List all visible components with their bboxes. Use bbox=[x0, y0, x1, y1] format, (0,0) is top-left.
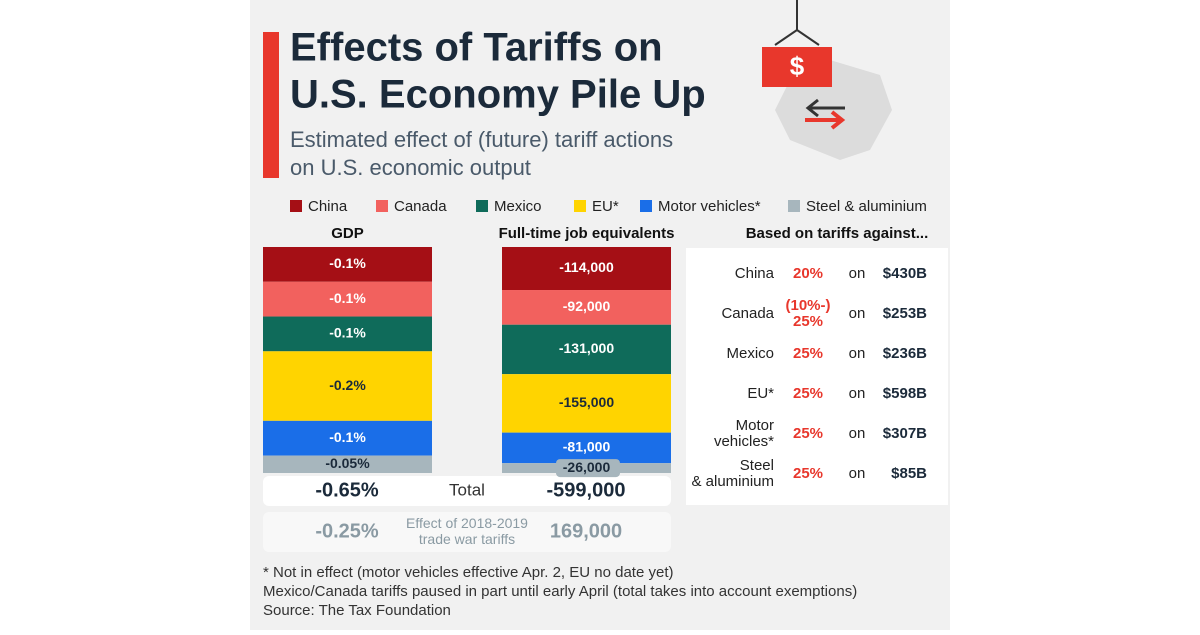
value-label: -0.1% bbox=[329, 255, 366, 271]
segment bbox=[502, 247, 671, 291]
tariff-box bbox=[686, 248, 948, 505]
segment bbox=[502, 324, 671, 375]
subtitle: on U.S. economic output bbox=[290, 155, 531, 180]
icon: $ bbox=[762, 0, 892, 160]
value-label: -81,000 bbox=[563, 439, 611, 455]
total-jobs: -599,000 bbox=[547, 479, 626, 501]
footnote: * Not in effect (motor vehicles effectiv… bbox=[263, 564, 674, 581]
amount: $430B bbox=[883, 265, 927, 282]
accent-bar bbox=[263, 32, 279, 178]
legend-label: Motor vehicles* bbox=[658, 198, 761, 215]
country: Canada bbox=[721, 305, 774, 322]
amount: $253B bbox=[883, 305, 927, 322]
legend-swatch bbox=[376, 200, 388, 212]
country: Steel & aluminium bbox=[691, 457, 774, 490]
value-label: -0.1% bbox=[329, 290, 366, 306]
rate: 25% bbox=[793, 425, 823, 442]
total-label: Total bbox=[449, 480, 485, 499]
country: Motor vehicles* bbox=[714, 417, 774, 450]
segment bbox=[263, 455, 432, 473]
on: on bbox=[849, 265, 866, 282]
country: Mexico bbox=[726, 345, 774, 362]
country: EU* bbox=[747, 385, 774, 402]
rate: 20% bbox=[793, 265, 823, 282]
value-label: -114,000 bbox=[559, 259, 614, 275]
table-title: Based on tariffs against... bbox=[746, 225, 929, 242]
label-bg bbox=[556, 459, 620, 478]
amount: $85B bbox=[891, 465, 927, 482]
value-label: -26,000 bbox=[563, 459, 611, 475]
segment bbox=[263, 420, 432, 456]
amount: $307B bbox=[883, 425, 927, 442]
title: U.S. Economy Pile Up bbox=[290, 73, 706, 117]
on: on bbox=[849, 465, 866, 482]
value-label: -92,000 bbox=[563, 298, 611, 314]
on: on bbox=[849, 345, 866, 362]
subtitle: Estimated effect of (future) tariff acti… bbox=[290, 127, 673, 152]
legend-label: EU* bbox=[592, 198, 619, 215]
legend-swatch bbox=[290, 200, 302, 212]
segment bbox=[263, 351, 432, 421]
rate: 25% bbox=[793, 465, 823, 482]
total-gdp: -0.65% bbox=[315, 479, 379, 501]
rate: 25% bbox=[793, 385, 823, 402]
svg-text:$: $ bbox=[790, 51, 805, 81]
legend-label: Canada bbox=[394, 198, 447, 215]
legend-label: Steel & aluminium bbox=[806, 198, 927, 215]
effect-jobs: 169,000 bbox=[550, 520, 622, 542]
column-title: GDP bbox=[331, 225, 364, 242]
legend-swatch bbox=[640, 200, 652, 212]
effect-gdp: -0.25% bbox=[315, 520, 379, 542]
value-label: -155,000 bbox=[559, 394, 614, 410]
legend-label: China bbox=[308, 198, 348, 215]
legend-swatch bbox=[574, 200, 586, 212]
on: on bbox=[849, 425, 866, 442]
title: Effects of Tariffs on bbox=[290, 26, 663, 70]
column-title: Full-time job equivalents bbox=[499, 225, 675, 242]
segment bbox=[502, 432, 671, 464]
value-label: -0.1% bbox=[329, 325, 366, 341]
legend-label: Mexico bbox=[494, 198, 542, 215]
legend-swatch bbox=[476, 200, 488, 212]
legend-swatch bbox=[788, 200, 800, 212]
country: China bbox=[735, 265, 775, 282]
value-label: -0.05% bbox=[325, 455, 370, 471]
total-row-bg bbox=[263, 476, 671, 506]
on: on bbox=[849, 305, 866, 322]
on: on bbox=[849, 385, 866, 402]
footnote: Mexico/Canada tariffs paused in part unt… bbox=[263, 583, 857, 600]
effect-row-bg bbox=[263, 512, 671, 552]
segment bbox=[263, 316, 432, 352]
value-label: -0.1% bbox=[329, 429, 366, 445]
effect-label: Effect of 2018-2019 trade war tariffs bbox=[406, 515, 528, 547]
segment bbox=[502, 374, 671, 433]
segment bbox=[263, 247, 432, 282]
footnote: Source: The Tax Foundation bbox=[263, 602, 451, 619]
amount: $236B bbox=[883, 345, 927, 362]
value-label: -131,000 bbox=[559, 340, 614, 356]
rate: 25% bbox=[793, 345, 823, 362]
amount: $598B bbox=[883, 385, 927, 402]
segment bbox=[502, 290, 671, 325]
value-label: -0.2% bbox=[329, 377, 366, 393]
segment bbox=[263, 281, 432, 317]
rate: (10%-) 25% bbox=[785, 297, 830, 330]
